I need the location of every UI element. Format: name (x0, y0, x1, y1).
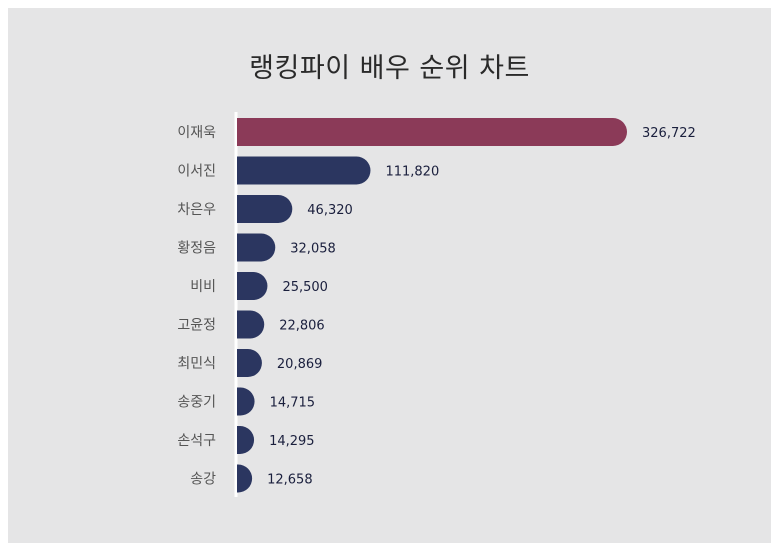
category-label: 비비 (190, 279, 216, 295)
category-label: 손석구 (177, 433, 216, 449)
category-label: 송중기 (177, 395, 216, 411)
category-label: 이재욱 (177, 125, 216, 141)
value-label: 32,058 (290, 242, 336, 257)
value-label: 46,320 (307, 203, 353, 218)
category-label: 황정음 (177, 241, 216, 257)
bar (237, 156, 371, 185)
value-label: 25,500 (282, 280, 328, 295)
chart-title: 랭킹파이 배우 순위 차트 (249, 53, 530, 84)
bar (237, 387, 255, 416)
value-label: 111,820 (385, 165, 439, 180)
bar (237, 426, 255, 454)
bar (237, 310, 265, 339)
value-label: 14,295 (269, 434, 315, 449)
bar (237, 464, 253, 493)
bar (237, 195, 293, 223)
category-label: 차은우 (177, 202, 216, 218)
bar (237, 118, 627, 146)
value-label: 326,722 (642, 126, 696, 141)
category-label: 최민식 (177, 356, 216, 372)
bar (237, 272, 268, 300)
value-label: 12,658 (267, 473, 313, 488)
chart-background (8, 8, 771, 543)
value-label: 22,806 (279, 319, 325, 334)
value-label: 14,715 (270, 396, 316, 411)
value-label: 20,869 (277, 357, 323, 372)
category-label: 송강 (190, 472, 216, 488)
bar (237, 233, 276, 262)
bar (237, 349, 262, 377)
category-label: 이서진 (177, 164, 216, 180)
category-label: 고윤정 (177, 318, 216, 334)
